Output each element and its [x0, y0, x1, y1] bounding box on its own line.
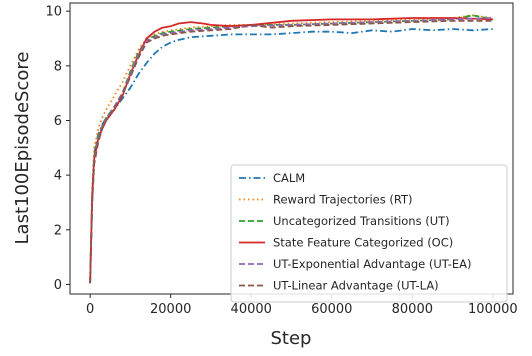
x-tick-label: 20000: [150, 302, 191, 317]
plot-lines: [89, 14, 494, 284]
legend-label-0: CALM: [273, 171, 305, 185]
y-axis-label: Last100EpisodeScore: [12, 52, 33, 245]
series-line-1: [89, 14, 494, 284]
legend-label-1: Reward Trajectories (RT): [273, 193, 413, 207]
y-tick-label: 8: [54, 59, 62, 74]
legend-box: [230, 164, 508, 303]
y-tick-label: 6: [54, 114, 62, 129]
y-tick-label: 0: [54, 278, 62, 293]
y-axis: 0 2 4 6 8 10: [45, 5, 70, 293]
x-axis-label: Step: [271, 328, 312, 349]
legend-label-5: UT-Linear Advantage (UT-LA): [273, 279, 439, 293]
series-line-5: [89, 19, 493, 284]
x-tick-label: 0: [86, 302, 94, 317]
x-axis: 0 20000 40000 60000 80000 100000: [86, 294, 518, 317]
x-tick-label: 40000: [231, 302, 272, 317]
legend-label-3: State Feature Categorized (OC): [273, 236, 453, 250]
x-tick-label: 80000: [392, 302, 433, 317]
x-tick-label: 60000: [311, 302, 352, 317]
y-tick-label: 2: [54, 223, 62, 238]
legend-label-4: UT-Exponential Advantage (UT-EA): [273, 257, 472, 271]
legend: CALM Reward Trajectories (RT) Uncategorize…: [230, 164, 508, 303]
x-tick-label: 100000: [468, 302, 518, 317]
y-tick-label: 10: [45, 5, 62, 20]
legend-label-2: Uncategorized Transitions (UT): [273, 214, 450, 228]
y-tick-label: 4: [54, 169, 62, 184]
